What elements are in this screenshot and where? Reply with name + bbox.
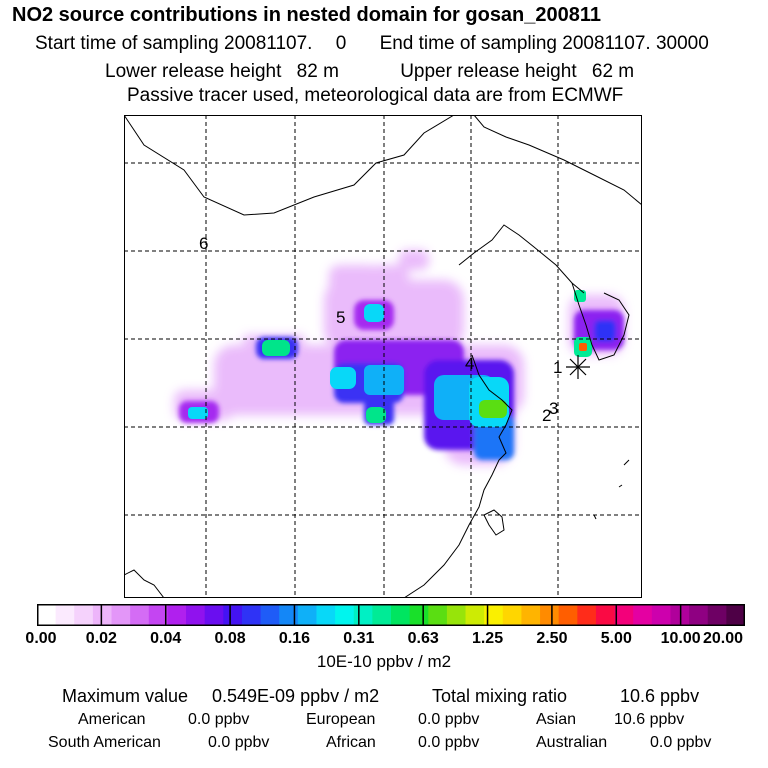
receptor-label-3: 3 [549,399,558,418]
map-title: NO2 source contributions in nested domai… [12,4,602,26]
region-south-american-value: 0.0 ppbv [208,734,270,751]
colorbar-cell [577,604,597,626]
colorbar-cell [92,604,113,626]
maximum-value-label: Maximum value [62,686,189,706]
colorbar-cell [55,604,75,626]
start-time-label: Start time of sampling 20081107. [35,33,313,54]
receptor-label-5: 5 [336,308,345,327]
colorbar-cell [204,604,224,626]
colorbar-cell [353,604,373,626]
grid-lines [124,115,642,598]
total-mixing-value: 10.6 ppbv [620,686,700,706]
region-african-label: African [326,734,376,751]
colorbar-cell [465,604,485,626]
colorbar-cell [148,604,169,626]
colorbar-cell [595,604,616,626]
colorbar-cell [726,604,745,626]
colorbar-tick-label: 0.31 [343,630,375,647]
colorbar-cell [111,604,131,626]
sampling-time-line: Start time of sampling 20081107. 0 End t… [35,33,709,55]
colorbar-cell [651,604,672,626]
asterisk-icon [566,355,590,379]
colorbar-cell [540,604,560,626]
colorbar-tick-label: 0.04 [150,630,182,647]
colorbar-tick-label: 2.50 [536,630,568,647]
colorbar-cell [186,604,206,626]
region-australian-label: Australian [536,734,608,751]
region-australian-value: 0.0 ppbv [650,734,712,751]
receptor-label-6: 6 [199,234,208,253]
colorbar-cell [391,604,411,626]
colorbar-cell [297,604,318,626]
region-south-american-label: South American [48,734,161,751]
region-european-value: 0.0 ppbv [418,711,480,728]
colorbar-cell [316,604,336,626]
region-european-label: European [306,711,376,728]
colorbar-cell [558,604,578,626]
colorbar-cell [241,604,262,626]
colorbar-unit: 10E-10 ppbv / m2 [316,652,452,671]
upper-release-label: Upper release height [400,61,577,82]
colorbar-tick-label: 1.25 [471,630,504,647]
colorbar-tick-label: 0.00 [25,630,57,647]
colorbar-tick-label: 0.16 [278,630,311,647]
concentration-map: 1 2 3 4 5 6 [124,115,642,598]
region-asian-label: Asian [536,711,577,728]
colorbar-cell [502,604,523,626]
receptor-label-4: 4 [465,354,474,373]
colorbar-frame [37,604,745,626]
total-mixing-label: Total mixing ratio [432,686,568,706]
colorbar-cell [484,604,504,626]
colorbar-cell [446,604,467,626]
lower-release-label: Lower release height [105,61,282,82]
lower-release-value: 82 m [296,61,339,82]
region-american-label: American [78,711,146,728]
colorbar-tick-label: 5.00 [600,630,632,647]
colorbar [37,604,745,626]
colorbar-cell [521,604,541,626]
colorbar-cell [372,604,392,626]
colorbar-cell [409,604,429,626]
colorbar-cell [223,604,243,626]
coastlines [124,115,642,598]
region-american-value: 0.0 ppbv [188,711,250,728]
maximum-value: 0.549E-09 ppbv / m2 [212,686,380,706]
colorbar-tick-label: 10.00 [660,630,701,647]
colorbar-cell [689,604,709,626]
end-time-label: End time of sampling 20081107. 30000 [379,33,709,54]
colorbar-cell [279,604,299,626]
start-time-hour: 0 [335,33,347,54]
colorbar-cell [335,604,355,626]
colorbar-tick-label: 0.02 [85,630,117,647]
colorbar-cell [130,604,150,626]
colorbar-cell [260,604,280,626]
colorbar-cell [707,604,727,626]
colorbar-tick-label: 0.08 [214,630,246,647]
colorbar-cell [167,604,187,626]
receptor-label-2: 2 [542,406,551,425]
map-frame [124,115,642,598]
tracer-note: Passive tracer used, meteorological data… [127,85,624,106]
plume-core [188,290,592,427]
colorbar-tick-label: 20.00 [702,630,744,647]
colorbar-cell [614,604,634,626]
colorbar-cell [428,604,448,626]
colorbar-cell [74,604,94,626]
region-asian-value: 10.6 ppbv [614,711,685,728]
receptor-label-1: 1 [553,358,562,377]
colorbar-tick-label: 0.63 [407,630,439,647]
colorbar-cell [633,604,653,626]
upper-release-value: 62 m [591,61,635,82]
release-height-line: Lower release height 82 m Upper release … [105,61,634,83]
region-african-value: 0.0 ppbv [418,734,480,751]
colorbar-cell [37,604,57,626]
